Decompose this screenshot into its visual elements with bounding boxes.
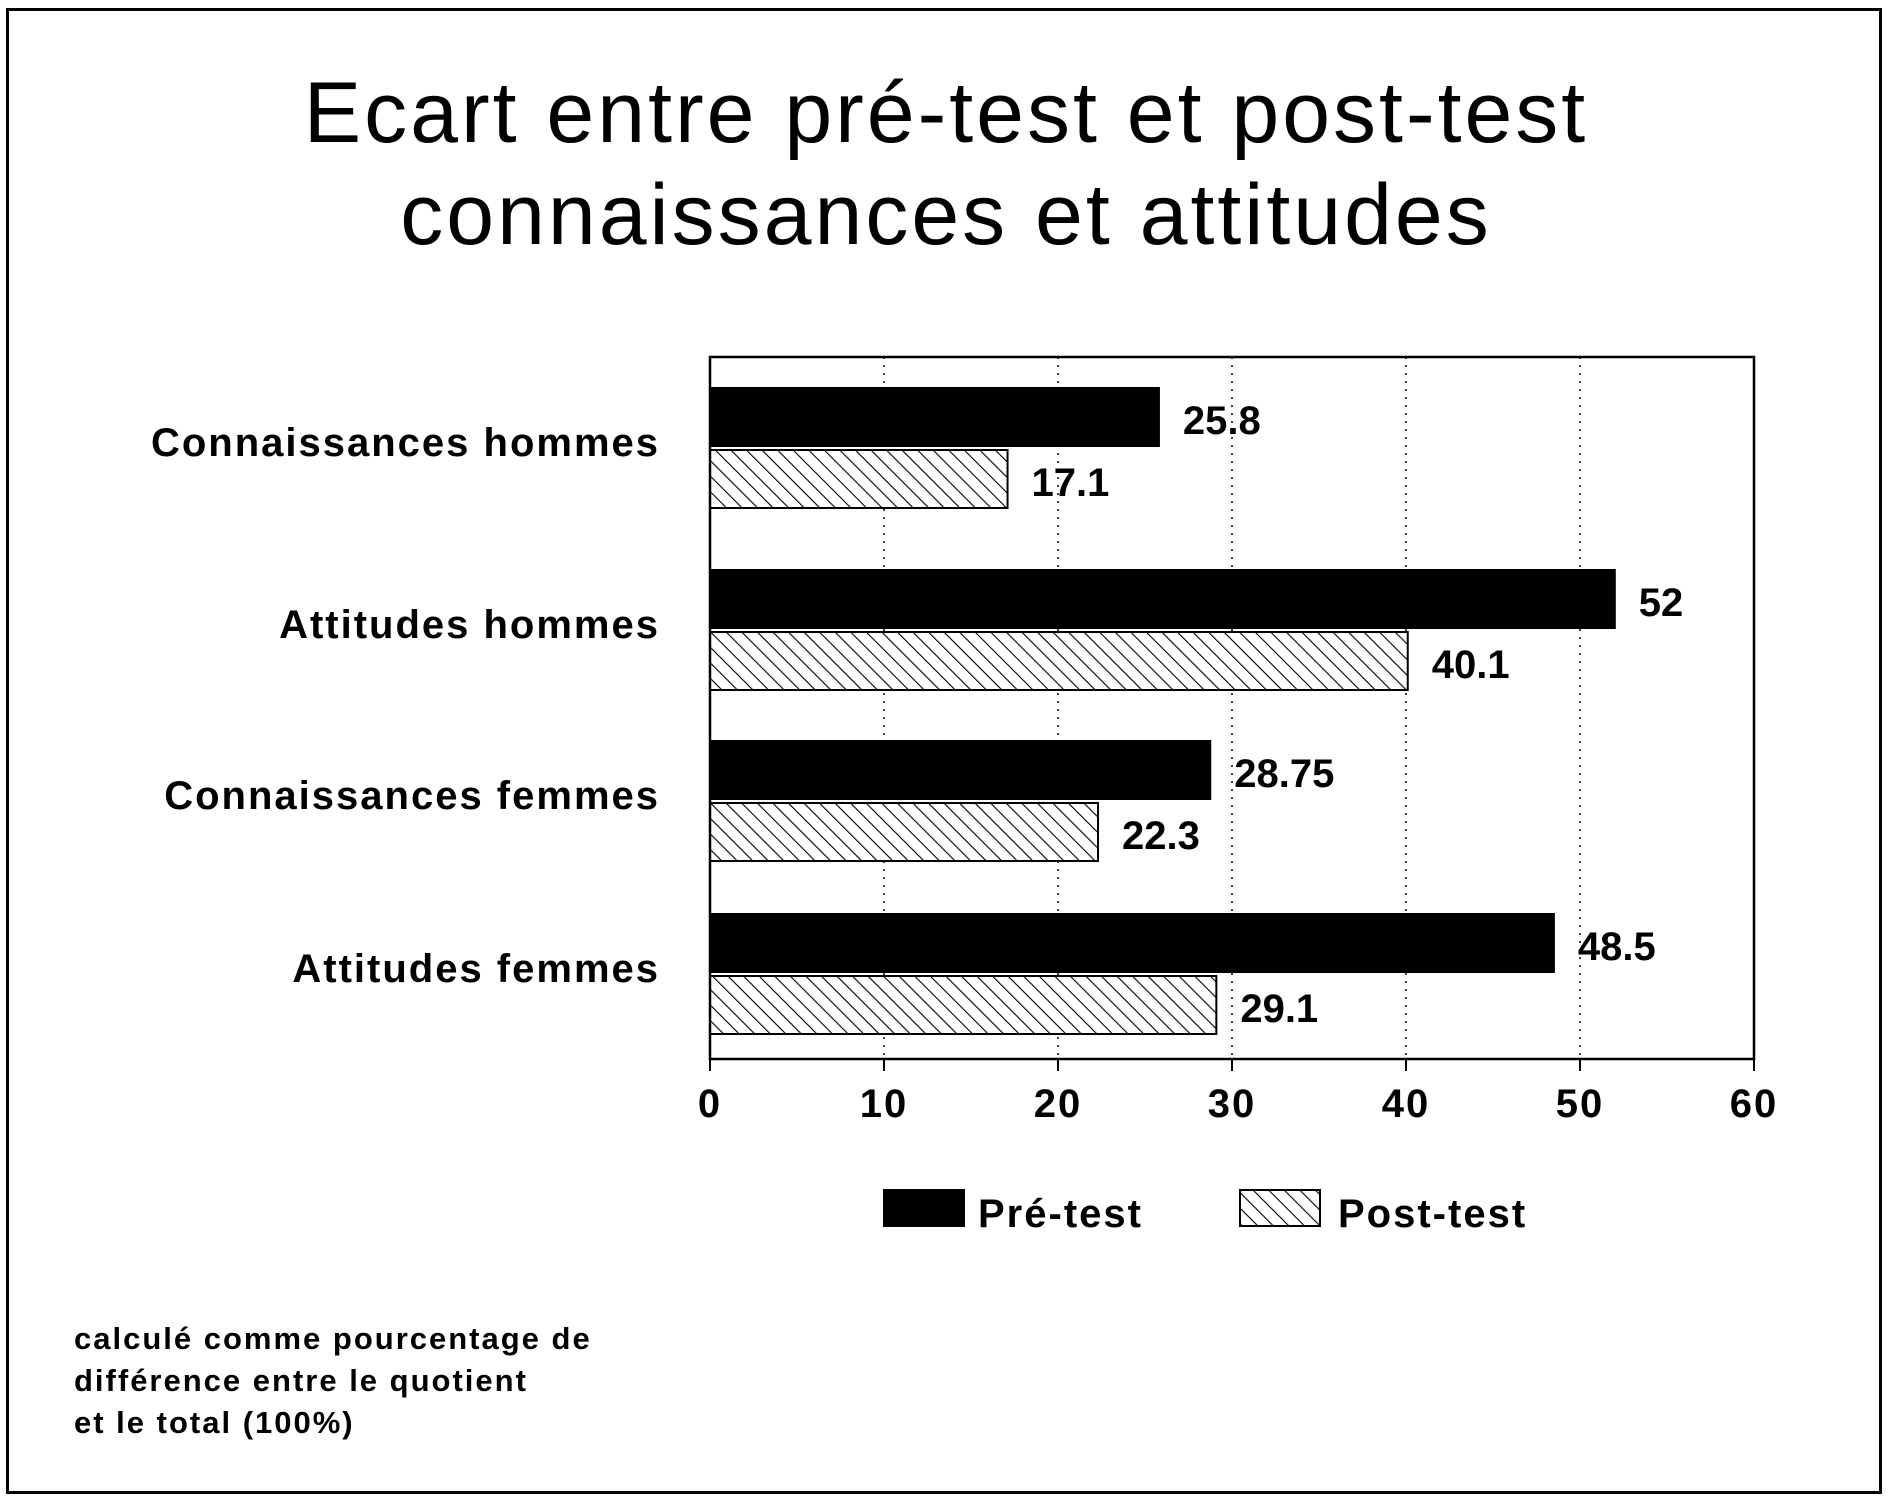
x-tick-label-10: 10 — [860, 1082, 909, 1126]
x-tick-label-30: 30 — [1208, 1082, 1257, 1126]
chart-title: Ecart entre pré-test et post-test connai… — [0, 62, 1892, 266]
category-label-connaissances-hommes: Connaissances hommes — [151, 421, 660, 465]
footnote: calculé comme pourcentage de différence … — [74, 1318, 592, 1444]
bar-pre-test-connaissances-femmes — [709, 740, 1212, 800]
legend-swatch-pre-test — [883, 1189, 965, 1227]
footnote-line-1: calculé comme pourcentage de — [74, 1321, 592, 1356]
bar-post-test-connaissances-femmes — [709, 802, 1100, 862]
legend-label-post-test: Post-test — [1338, 1192, 1527, 1236]
chart-title-line-1: Ecart entre pré-test et post-test — [303, 65, 1589, 161]
footnote-line-3: et le total (100%) — [74, 1405, 355, 1440]
value-label-post-test-attitudes-femmes: 29.1 — [1240, 987, 1318, 1031]
bar-pre-test-connaissances-hommes — [709, 387, 1160, 447]
x-tick-label-60: 60 — [1730, 1082, 1779, 1126]
value-label-pre-test-attitudes-hommes: 52 — [1639, 581, 1684, 625]
x-tick-label-20: 20 — [1034, 1082, 1083, 1126]
x-tick-label-50: 50 — [1556, 1082, 1605, 1126]
x-tick-label-0: 0 — [698, 1082, 722, 1126]
x-tick-label-40: 40 — [1382, 1082, 1431, 1126]
chart-frame — [6, 8, 1882, 1494]
bar-post-test-connaissances-hommes — [709, 449, 1009, 509]
value-label-post-test-connaissances-femmes: 22.3 — [1122, 814, 1200, 858]
category-label-connaissances-femmes: Connaissances femmes — [164, 774, 660, 818]
legend-label-pre-test: Pré-test — [978, 1192, 1143, 1236]
bar-pre-test-attitudes-femmes — [709, 913, 1555, 973]
value-label-post-test-connaissances-hommes: 17.1 — [1032, 461, 1110, 505]
bar-post-test-attitudes-femmes — [709, 975, 1218, 1035]
chart-title-line-2: connaissances et attitudes — [400, 167, 1492, 263]
footnote-line-2: différence entre le quotient — [74, 1363, 528, 1398]
value-label-pre-test-connaissances-hommes: 25.8 — [1183, 399, 1261, 443]
category-label-attitudes-hommes: Attitudes hommes — [279, 603, 660, 647]
legend-swatch-post-test — [1239, 1189, 1321, 1227]
bar-post-test-attitudes-hommes — [709, 631, 1409, 691]
value-label-pre-test-connaissances-femmes: 28.75 — [1234, 752, 1334, 796]
value-label-post-test-attitudes-hommes: 40.1 — [1432, 643, 1510, 687]
value-label-pre-test-attitudes-femmes: 48.5 — [1578, 925, 1656, 969]
bar-pre-test-attitudes-hommes — [709, 569, 1616, 629]
category-label-attitudes-femmes: Attitudes femmes — [292, 947, 660, 991]
